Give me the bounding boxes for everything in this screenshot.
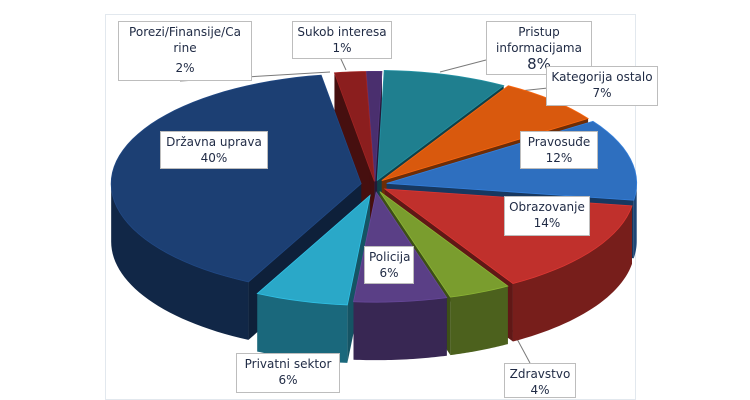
label-name: Državna uprava xyxy=(166,135,262,149)
label-name: Sukob interesa xyxy=(297,25,387,39)
label-privatni-sektor: Privatni sektor 6% xyxy=(236,353,340,393)
label-name: Privatni sektor xyxy=(244,357,332,371)
label-percent: 12% xyxy=(545,151,573,165)
slice-outer-wall xyxy=(633,183,637,259)
label-percent: 2% xyxy=(175,61,195,75)
label-name: Pristup informacijama xyxy=(496,25,582,55)
leader-line xyxy=(439,59,487,73)
slice-outer-wall xyxy=(353,297,447,361)
slice-outer-wall xyxy=(512,205,633,342)
label-name: Zdravstvo xyxy=(509,367,571,381)
slice-top xyxy=(365,71,383,182)
label-percent: 1% xyxy=(332,41,352,55)
label-sukob-interesa: Sukob interesa 1% xyxy=(292,21,392,59)
label-percent: 6% xyxy=(278,373,298,387)
label-name: Kategorija ostalo xyxy=(551,70,653,84)
label-obrazovanje: Obrazovanje 14% xyxy=(504,196,590,236)
pie-slice-porezi-finansije-carine xyxy=(333,71,375,240)
slice-outer-wall xyxy=(257,293,348,363)
label-drzavna-uprava: Državna uprava 40% xyxy=(160,131,268,169)
label-kategorija-ostalo: Kategorija ostalo 7% xyxy=(546,66,658,106)
label-name: Pravosuđe xyxy=(527,135,591,149)
pie-slice-privatni-sektor xyxy=(256,194,371,363)
label-percent: 8% xyxy=(527,55,551,73)
label-name-line2: rine xyxy=(173,41,197,55)
label-policija: Policija 6% xyxy=(364,246,414,284)
slice-top xyxy=(379,191,509,298)
pie-slices xyxy=(110,70,638,363)
label-percent: 40% xyxy=(200,151,228,165)
label-pravosudje: Pravosuđe 12% xyxy=(520,131,598,169)
slice-outer-wall xyxy=(111,183,249,340)
label-percent: 6% xyxy=(379,266,399,280)
slice-top xyxy=(376,70,505,182)
label-name: Obrazovanje xyxy=(509,200,585,214)
label-percent: 4% xyxy=(530,383,550,397)
slice-top xyxy=(333,71,375,182)
label-percent: 7% xyxy=(592,86,612,100)
label-name: Policija xyxy=(369,250,411,264)
label-name-line1: Porezi/Finansije/Ca xyxy=(129,25,241,39)
label-zdravstvo: Zdravstvo 4% xyxy=(504,363,576,398)
slice-top xyxy=(110,74,362,283)
leader-line xyxy=(339,56,347,71)
slice-top xyxy=(256,194,371,306)
label-porezi-finansije-carine: Porezi/Finansije/Ca rine 2% xyxy=(118,21,252,81)
slice-wall xyxy=(334,72,375,240)
slice-outer-wall xyxy=(450,286,508,356)
label-percent: 14% xyxy=(533,216,561,230)
